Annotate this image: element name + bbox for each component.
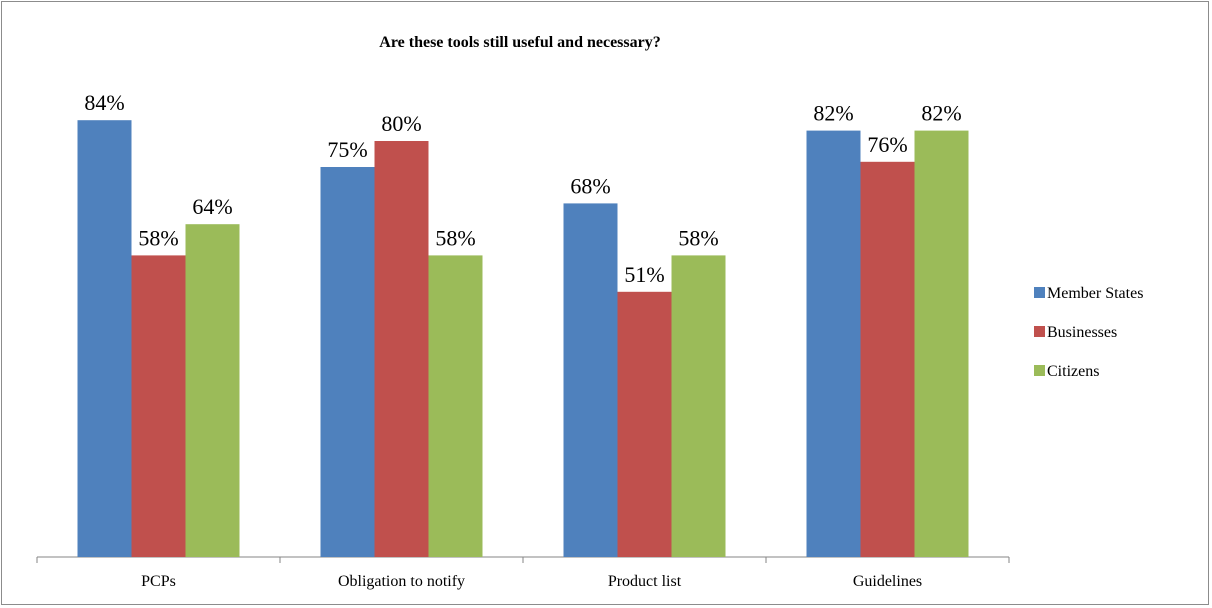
bar-member-states-product-list [563, 203, 618, 557]
data-label: 76% [867, 132, 907, 157]
data-labels-group: 84% 58% 64% 75% 80% 58% 68% 51% 58% 82% 76% 82% [84, 90, 961, 287]
data-label: 58% [678, 225, 718, 250]
bar-citizens-obligation-to-notify [428, 255, 483, 557]
data-label: 64% [192, 194, 232, 219]
data-label: 84% [84, 90, 124, 115]
data-label: 80% [381, 111, 421, 136]
legend: Member States Businesses Citizens [1034, 285, 1143, 380]
category-label: Obligation to notify [338, 573, 465, 590]
bar-businesses-obligation-to-notify [374, 141, 429, 557]
category-label: PCPs [141, 573, 176, 590]
legend-swatch-citizens [1034, 365, 1045, 376]
data-label: 82% [813, 101, 853, 126]
chart-title: Are these tools still useful and necessa… [379, 34, 660, 51]
bar-businesses-product-list [617, 291, 672, 557]
bar-citizens-pcps [185, 224, 240, 557]
category-label: Product list [608, 573, 682, 590]
legend-swatch-member-states [1034, 287, 1045, 298]
bar-citizens-guidelines [914, 130, 969, 557]
category-labels-group: PCPs Obligation to notify Product list Guid… [141, 573, 922, 590]
legend-swatch-businesses [1034, 326, 1045, 337]
bar-member-states-pcps [77, 120, 132, 557]
category-label: Guidelines [853, 573, 922, 590]
bar-member-states-obligation-to-notify [320, 167, 375, 557]
legend-label-citizens: Citizens [1047, 363, 1099, 380]
bars-group [77, 120, 969, 558]
data-label: 58% [138, 225, 178, 250]
bar-businesses-guidelines [860, 161, 915, 558]
bar-citizens-product-list [671, 255, 726, 557]
bar-businesses-pcps [131, 255, 186, 557]
data-label: 58% [435, 225, 475, 250]
data-label: 68% [570, 173, 610, 198]
x-axis-ticks [36, 557, 1010, 563]
legend-label-businesses: Businesses [1047, 324, 1117, 341]
data-label: 51% [624, 262, 664, 287]
data-label: 82% [921, 101, 961, 126]
data-label: 75% [327, 137, 367, 162]
bar-member-states-guidelines [806, 130, 861, 557]
legend-label-member-states: Member States [1047, 285, 1143, 302]
